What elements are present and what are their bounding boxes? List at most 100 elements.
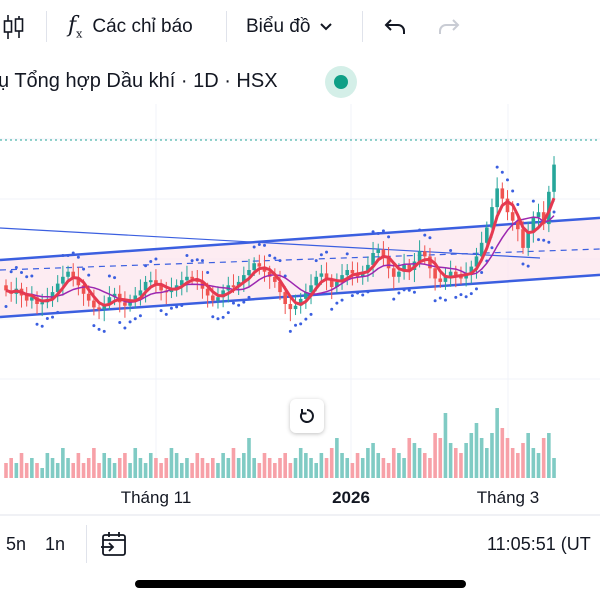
chart-type-dropdown[interactable]: Biểu đồ — [246, 0, 334, 54]
sar-dot — [371, 230, 375, 234]
sar-dot — [490, 246, 494, 250]
sar-dot — [71, 251, 75, 255]
sar-dot — [469, 292, 473, 296]
volume-bar — [211, 458, 215, 478]
volume-bar — [391, 448, 396, 478]
session-clock[interactable]: 11:05:51 (UT — [487, 534, 591, 554]
volume-bar — [236, 458, 241, 478]
toolbar-divider — [362, 11, 363, 42]
volume-bar — [360, 458, 365, 478]
volume-bar — [278, 458, 282, 478]
candle-body — [407, 264, 412, 270]
candle-body — [4, 285, 8, 291]
volume-bar — [216, 463, 220, 478]
volume-bar — [4, 463, 8, 478]
candle-body — [479, 242, 484, 257]
candle-body — [247, 270, 251, 276]
time-axis: Tháng 11 2026 Tháng 3 — [121, 488, 539, 507]
dashed-midline — [0, 248, 600, 271]
market-status-indicator[interactable] — [325, 66, 357, 98]
candle-body — [526, 232, 530, 248]
candle-body — [376, 249, 381, 253]
volume-bar — [14, 463, 19, 478]
chevron-down-icon — [320, 23, 333, 31]
candle-body — [138, 290, 143, 296]
volume-bar — [324, 458, 329, 478]
volume-bar — [490, 433, 494, 478]
candle-body — [242, 275, 246, 282]
sar-dot — [35, 322, 39, 326]
volume-bar — [179, 463, 184, 478]
volume-bar — [536, 453, 541, 478]
sar-dot — [449, 248, 453, 252]
sar-dot — [547, 240, 551, 244]
sar-dot — [340, 298, 344, 302]
sar-dot — [159, 309, 163, 313]
sar-dot — [454, 295, 458, 299]
candle-body — [495, 188, 499, 208]
reset-chart-button[interactable] — [290, 399, 324, 433]
sar-dot — [537, 238, 541, 242]
candle-body — [221, 290, 225, 298]
sar-dot — [252, 245, 256, 249]
candle-body — [128, 300, 132, 306]
volume-bar — [195, 453, 200, 478]
candle-body — [505, 198, 510, 213]
volume-bar — [40, 468, 44, 478]
volume-bar — [252, 458, 256, 478]
volume-bar — [459, 453, 463, 478]
volume-bar — [366, 448, 370, 478]
volume-bar — [510, 448, 515, 478]
sar-dot — [144, 264, 148, 268]
symbol-title[interactable]: ụ Tổng hợp Dầu khí · 1D · HSX — [0, 70, 278, 92]
volume-bar — [314, 463, 318, 478]
volume-bar — [117, 458, 122, 478]
sar-dot — [361, 293, 365, 297]
sar-dot — [102, 329, 106, 333]
sar-dot — [526, 264, 530, 268]
undo-icon — [384, 19, 405, 34]
sar-dot — [185, 254, 189, 258]
price-chart[interactable]: Tháng 11 2026 Tháng 3 — [0, 0, 600, 520]
sar-dot — [381, 229, 385, 233]
undo-button[interactable] — [383, 0, 407, 54]
sar-dot — [325, 250, 329, 254]
candle-body — [211, 295, 215, 301]
volume-bar — [474, 423, 479, 478]
fx-icon: fx — [68, 13, 83, 41]
market-open-dot — [334, 75, 348, 89]
interval-1n-button[interactable]: 1n — [45, 534, 66, 554]
parabolic-sar-dots — [4, 165, 556, 333]
candle-body — [386, 258, 391, 269]
sar-dot — [257, 243, 261, 246]
candle-body — [510, 212, 515, 221]
sar-dot — [200, 259, 204, 263]
sar-dot — [82, 267, 86, 271]
candle-body — [179, 280, 184, 286]
sar-dot — [319, 253, 323, 257]
x-tick-label: Tháng 11 — [121, 488, 192, 507]
candlestick-icon[interactable] — [2, 0, 26, 54]
volume-bar — [381, 458, 386, 478]
candle-body — [267, 271, 272, 277]
volume-bar — [386, 463, 391, 478]
sar-dot — [237, 303, 241, 307]
volume-bar — [412, 443, 417, 478]
sar-dot — [480, 271, 484, 275]
sar-dot — [495, 165, 499, 169]
indicators-button[interactable]: fx Các chỉ báo — [68, 0, 193, 54]
interval-5n-button[interactable]: 5n — [6, 534, 27, 554]
volume-bar — [200, 458, 205, 478]
volume-bar — [547, 433, 551, 478]
sar-dot — [438, 296, 442, 300]
candle-body — [371, 253, 375, 265]
calendar-arrow-icon[interactable] — [99, 529, 129, 559]
redo-button[interactable] — [437, 0, 461, 54]
sar-dot — [474, 287, 478, 291]
sar-dot — [226, 311, 230, 315]
sar-dot — [51, 315, 55, 319]
sar-dot — [242, 300, 246, 304]
sar-dot — [283, 274, 287, 278]
trend-channel-fill — [0, 217, 600, 317]
volume-bar — [267, 458, 272, 478]
